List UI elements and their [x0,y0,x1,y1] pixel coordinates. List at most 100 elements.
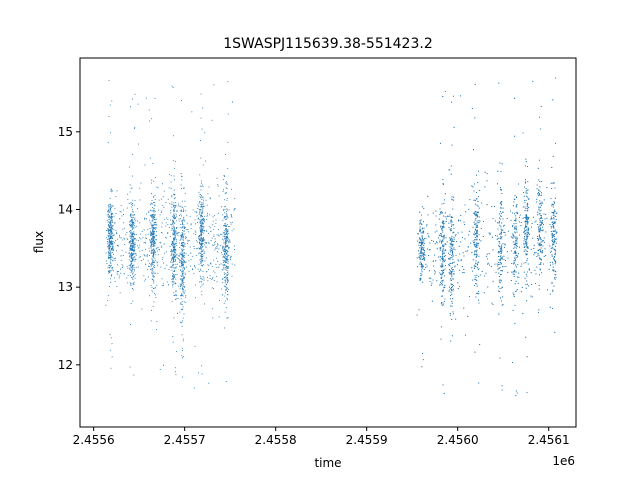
data-point [141,250,143,251]
data-point [153,228,155,230]
data-point [555,239,557,240]
data-point [200,251,202,253]
data-point [203,226,205,228]
data-point [225,225,227,227]
data-point [200,253,201,254]
data-point [476,238,478,240]
data-point [172,222,174,224]
data-point [172,160,174,162]
data-point [460,241,461,243]
data-point [207,276,208,278]
data-point [450,228,452,230]
data-point [549,224,551,225]
data-point [109,253,111,255]
data-point [190,224,192,226]
data-point [110,214,112,216]
data-point [450,216,452,218]
data-point [184,277,185,279]
data-point [106,214,108,216]
data-point [475,243,477,245]
data-point [129,249,131,251]
data-point [177,235,179,237]
data-point [234,208,235,210]
data-point [199,239,201,240]
data-point [113,248,114,250]
data-point [124,238,126,240]
data-point [172,265,173,267]
data-point [201,204,203,205]
data-point [173,241,175,242]
data-point [132,217,134,219]
data-point [154,210,156,212]
data-point [551,211,553,213]
data-point [202,197,204,198]
data-point [161,210,163,212]
data-point [223,175,225,177]
data-point [203,252,205,254]
data-point [111,343,113,345]
data-point [525,262,527,264]
data-point [500,231,502,233]
data-point [478,255,480,257]
data-point [499,260,501,261]
data-point [173,231,175,232]
data-point [514,256,516,258]
data-point [120,255,122,257]
data-point [500,215,502,217]
data-point [501,389,503,391]
data-point [517,213,518,214]
data-point [501,203,502,205]
data-point [171,257,173,259]
data-point [110,252,112,254]
data-point [540,239,542,241]
data-point [181,256,183,258]
data-point [180,234,182,236]
data-point [220,263,222,265]
data-point [498,246,500,248]
data-point [443,238,445,240]
data-point [451,279,452,281]
data-point [206,219,208,220]
data-point [111,232,113,234]
data-point [131,258,133,260]
data-point [224,263,225,265]
data-point [165,237,167,239]
data-point [174,194,175,196]
data-point [122,222,124,224]
data-point [181,232,183,233]
data-point [172,341,174,343]
data-point [173,216,175,218]
data-point [198,252,200,254]
data-point [170,254,172,256]
data-point [450,305,452,307]
data-point [176,240,177,242]
data-point [173,257,175,258]
data-point [196,215,198,217]
data-point [174,256,176,258]
data-point [504,232,506,233]
data-point [209,197,211,199]
data-point [171,251,173,253]
data-point [538,229,540,231]
data-point [174,255,176,257]
data-point [500,226,502,228]
data-point [476,233,478,234]
data-point [225,251,226,252]
data-point [151,249,153,251]
data-point [227,267,229,269]
data-point [181,226,183,228]
data-point [445,212,446,214]
data-point [147,269,148,271]
data-point [129,263,131,265]
data-point [200,228,201,230]
data-point [134,242,136,244]
data-point [134,243,136,245]
data-point [447,215,449,217]
data-point [200,239,202,241]
data-point [180,294,182,296]
data-point [182,356,184,358]
data-point [174,275,175,277]
data-point [225,250,227,251]
data-point [110,246,111,247]
data-point [108,219,110,220]
